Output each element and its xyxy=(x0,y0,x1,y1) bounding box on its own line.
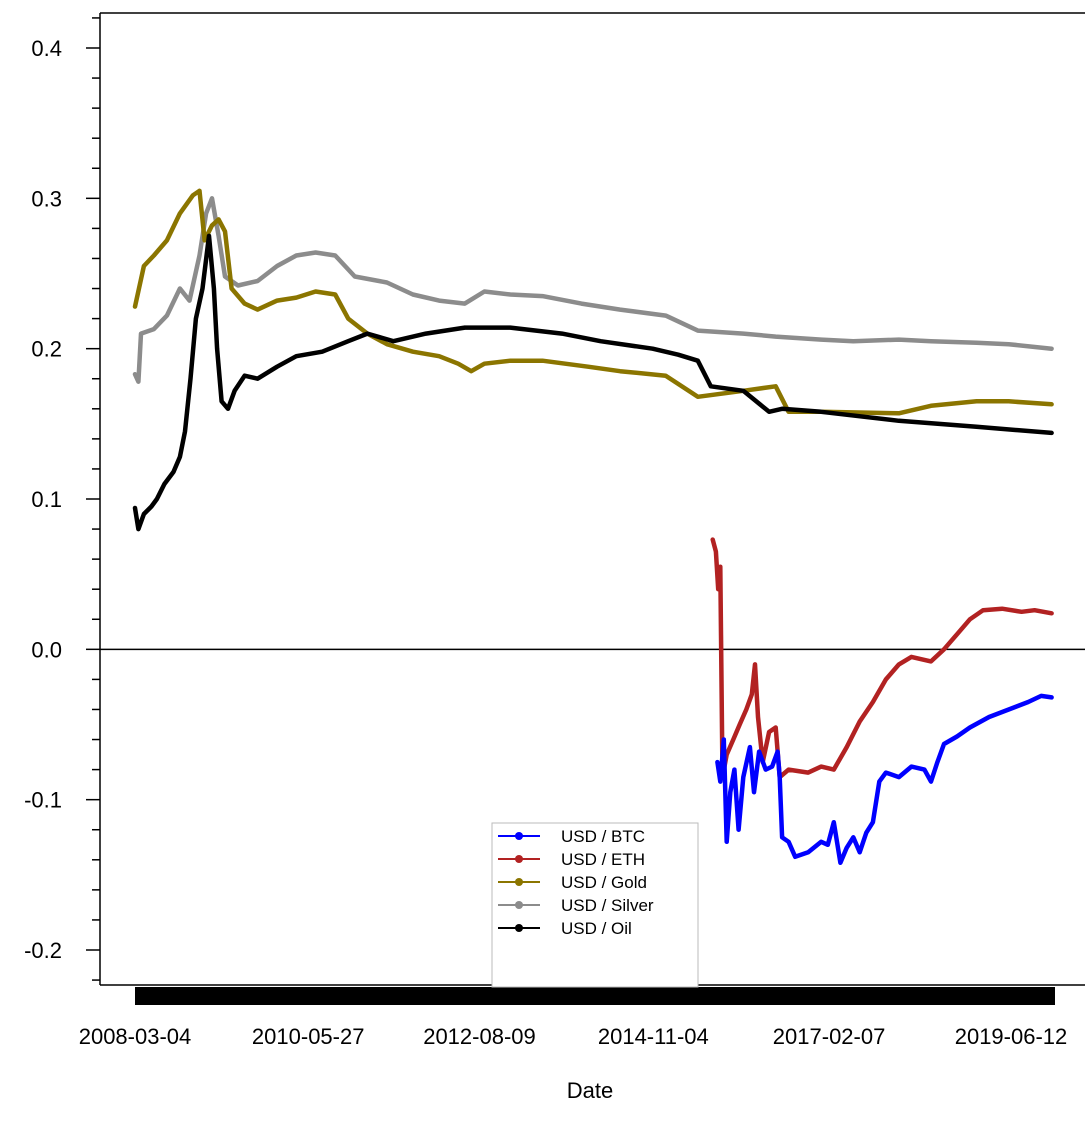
legend-swatch-marker xyxy=(515,832,523,840)
legend-swatch-marker xyxy=(515,855,523,863)
y-tick-label: 0.1 xyxy=(31,487,62,512)
series-layer xyxy=(132,188,1054,866)
x-tick-label: 2014-11-04 xyxy=(598,1024,709,1049)
series-line-usd-eth xyxy=(710,537,1054,780)
x-tick-label: 2012-08-09 xyxy=(423,1024,536,1049)
y-tick-label: -0.1 xyxy=(24,788,62,813)
y-tick-label: 0.4 xyxy=(31,36,62,61)
legend-label: USD / Silver xyxy=(561,896,654,915)
x-tick-label: 2008-03-04 xyxy=(79,1024,192,1049)
legend-label: USD / Gold xyxy=(561,873,647,892)
legend-label: USD / ETH xyxy=(561,850,645,869)
y-tick-label: 0.0 xyxy=(31,637,62,662)
x-tick-band xyxy=(135,987,1055,1005)
legend-label: USD / BTC xyxy=(561,827,645,846)
x-tick-label: 2017-02-07 xyxy=(773,1024,886,1049)
x-tick-label: 2019-06-12 xyxy=(955,1024,1068,1049)
y-tick-label: -0.2 xyxy=(24,938,62,963)
legend-swatch-marker xyxy=(515,878,523,886)
x-axis-title: Date xyxy=(567,1078,613,1103)
series-line-usd-gold xyxy=(132,188,1054,416)
legend: USD / BTC USD / ETH USD / Gold USD / Silver… xyxy=(491,822,699,988)
legend-swatch-marker xyxy=(515,924,523,932)
series-line-usd-btc xyxy=(715,693,1054,866)
y-axis: 0.4 0.3 0.2 0.1 0.0 -0.1 -0.2 xyxy=(24,17,100,981)
y-tick-label: 0.3 xyxy=(31,186,62,211)
x-tick-label: 2010-05-27 xyxy=(252,1024,365,1049)
series-line-usd-silver xyxy=(132,196,1054,384)
legend-swatch-marker xyxy=(515,901,523,909)
legend-label: USD / Oil xyxy=(561,919,632,938)
series-line-usd-oil xyxy=(132,233,1054,532)
x-axis: 2008-03-04 2010-05-27 2012-08-09 2014-11-04… xyxy=(79,987,1068,1049)
y-tick-label: 0.2 xyxy=(31,337,62,362)
